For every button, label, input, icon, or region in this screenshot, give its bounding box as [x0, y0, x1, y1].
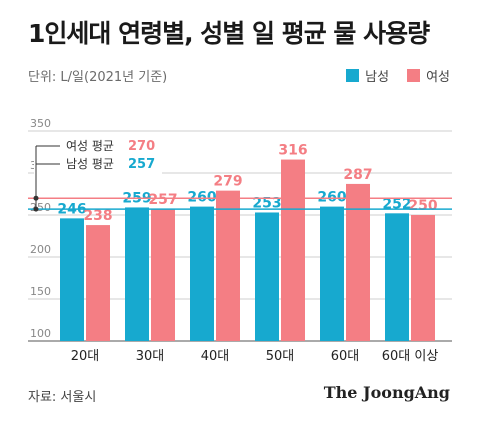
annotation-box	[34, 137, 162, 175]
bar-female	[86, 225, 110, 341]
data-label: 287	[343, 167, 372, 183]
data-label: 250	[408, 198, 437, 214]
legend-item-male: 남성	[346, 66, 389, 85]
bar-female	[151, 209, 175, 341]
legend-label-male: 남성	[365, 70, 390, 85]
bar-male	[255, 212, 279, 341]
x-tick-label: 30대	[136, 349, 165, 364]
x-tick-label: 60대	[331, 349, 360, 364]
data-label: 316	[278, 143, 307, 159]
legend-swatch-female	[407, 69, 421, 82]
bar-female	[281, 159, 305, 341]
average-value: 270	[128, 139, 155, 154]
unit-note: 단위: L/일(2021년 기준)	[28, 70, 168, 85]
x-tick-label: 20대	[71, 349, 100, 364]
callout-dot	[33, 206, 39, 212]
brand-logo: The JoongAng	[323, 383, 450, 402]
legend-swatch-male	[346, 69, 360, 82]
y-tick-label: 150	[30, 285, 51, 298]
data-label: 279	[213, 174, 242, 190]
average-value: 257	[128, 157, 155, 172]
chart-title: 1인세대 연령별, 성별 일 평균 물 사용량	[28, 19, 430, 48]
bar-male	[320, 206, 344, 341]
legend-label-female: 여성	[426, 70, 450, 85]
average-label: 남성 평균	[66, 157, 114, 171]
bar-female	[346, 183, 370, 341]
data-label: 238	[83, 208, 112, 224]
y-tick-label: 200	[30, 243, 51, 256]
bar-male	[125, 207, 149, 341]
average-label: 여성 평균	[66, 139, 114, 153]
source-note: 자료: 서울시	[28, 390, 97, 405]
bar-male	[190, 206, 214, 341]
y-tick-label: 100	[30, 327, 51, 340]
bar-male	[60, 218, 84, 341]
x-tick-label: 60대 이상	[382, 349, 439, 364]
bar-female	[411, 215, 435, 341]
data-label: 252	[382, 196, 411, 212]
legend-item-female: 여성	[407, 66, 450, 85]
data-label: 257	[148, 192, 177, 208]
x-tick-label: 50대	[266, 349, 295, 364]
x-tick-label: 40대	[201, 349, 230, 364]
bar-male	[385, 213, 409, 341]
bar-female	[216, 190, 240, 341]
legend: 남성 여성	[346, 66, 450, 85]
y-tick-label: 350	[30, 117, 51, 130]
y-tick-label: 250	[30, 201, 51, 214]
data-label: 253	[252, 195, 281, 211]
